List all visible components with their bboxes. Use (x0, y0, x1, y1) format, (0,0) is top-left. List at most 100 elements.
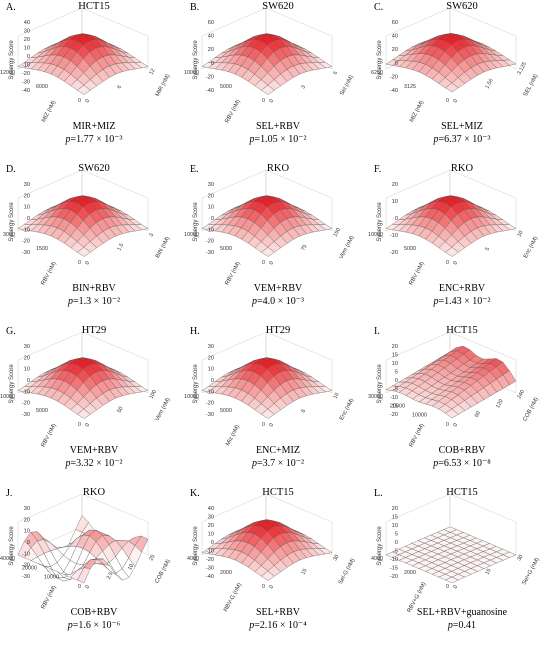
cell-line-title: RKO (450, 163, 474, 174)
panel-k: 40 30 20 10 0 -10 -20 -30 -40 Synergy Score 4000 20… (187, 486, 368, 648)
cell-line-title: HCT15 (446, 325, 478, 336)
combination-label: SEL+RBV (256, 121, 300, 132)
y-axis-label: COB (nM) (154, 559, 172, 585)
panel-letter: H. (190, 326, 200, 337)
z-axis: 40 30 20 10 0 -10 -20 -30 -40 Synergy Score (9, 20, 30, 94)
x-tick-label: 10000 (44, 575, 59, 581)
x-tick-label: 0 (262, 260, 265, 266)
z-axis-label: Synergy Score (9, 364, 15, 404)
y-tick-label: 25 (148, 554, 156, 562)
surface-cell (261, 84, 275, 95)
cell-line-title: HCT15 (446, 487, 478, 498)
z-tick-label: 10 (392, 199, 398, 205)
panel-b: 60 40 20 0 -20 -40 Synergy Score 10000 5000 0 RBV … (184, 0, 368, 162)
z-axis-label: Synergy Score (377, 40, 383, 80)
p-value: p=1.43 × 10⁻² (433, 296, 491, 307)
z-tick-label: 10 (208, 205, 214, 211)
z-tick-label: -10 (22, 227, 30, 233)
cell-line-title: HT29 (81, 325, 107, 336)
cell-line-title: SW620 (446, 1, 478, 12)
y-tick-label: 30 (516, 554, 524, 562)
surface-mesh (17, 515, 149, 584)
z-tick-label: 15 (392, 515, 398, 521)
z-tick-label: -30 (22, 412, 30, 418)
surface-mesh (201, 33, 333, 95)
surface-cell (77, 567, 91, 584)
surface-mesh (17, 33, 149, 95)
panel-e: 30 20 10 0 -10 -20 -30 Synergy Score 10000 5000 0 R… (184, 162, 368, 324)
z-tick-label: 10 (24, 367, 30, 373)
y-tick-label: 1.5 (116, 243, 125, 252)
z-tick-label: -20 (390, 74, 398, 80)
z-tick-label: -30 (22, 574, 30, 580)
y-tick-label: 0 (452, 260, 459, 265)
z-tick-label: -5 (393, 549, 398, 555)
z-axis: 60 40 20 0 -20 -40 Synergy Score (377, 20, 398, 94)
y-tick-label: 0 (452, 584, 459, 589)
y-tick-label: 3.125 (516, 61, 528, 76)
x-tick-label: 2000 (220, 570, 232, 576)
panel-letter: B. (190, 2, 200, 13)
z-axis-label: Synergy Score (193, 40, 199, 80)
panel-j: 30 20 10 0 -10 -20 -30 Synergy Score 40000 20000 1… (0, 486, 184, 648)
z-tick-label: -20 (390, 574, 398, 580)
y-tick-label: 120 (495, 399, 505, 410)
z-tick-label: 40 (392, 34, 398, 40)
y-tick-label: 3 (300, 84, 307, 89)
y-tick-label: 0 (84, 260, 91, 265)
y-axis-label: Sel-G (nM) (338, 558, 357, 586)
y-tick-label: 6 (116, 84, 123, 89)
p-value: p=1.3 × 10⁻² (67, 296, 121, 307)
z-tick-label: 40 (208, 34, 214, 40)
z-tick-label: 30 (24, 506, 30, 512)
x-tick-label: 0 (446, 98, 449, 104)
z-tick-label: 10 (24, 46, 30, 52)
x-tick-label: 5000 (36, 408, 48, 414)
y-tick-label: 0 (268, 260, 275, 265)
y-tick-label: 0 (452, 422, 459, 427)
z-tick-label: 30 (24, 344, 30, 350)
x-tick-label: 10000 (184, 394, 199, 400)
surface-cell (261, 246, 275, 257)
y-tick-label: 6 (332, 70, 339, 75)
combination-label: SEL+RBV+guanosine (416, 607, 508, 618)
combination-label: VEM+RBV (69, 445, 119, 456)
panel-a: 40 30 20 10 0 -10 -20 -30 -40 Synergy Score 12000 6… (0, 0, 184, 162)
z-tick-label: 0 (395, 378, 398, 384)
panel-f: 20 10 0 -10 -20 Synergy Score 10000 5000 0 RBV (n… (368, 162, 550, 324)
z-tick-label: 20 (24, 37, 30, 43)
x-tick-label: 6000 (36, 84, 48, 90)
surface-cell (77, 84, 91, 95)
panel-letter: C. (374, 2, 384, 13)
z-tick-label: 20 (392, 182, 398, 188)
z-tick-label: 0 (27, 540, 30, 546)
z-tick-label: -15 (390, 404, 398, 410)
z-tick-label: -10 (206, 549, 214, 555)
combination-label: ENC+MIZ (256, 445, 300, 456)
panel-letter: I. (374, 326, 380, 337)
z-tick-label: 30 (24, 182, 30, 188)
panel-letter: F. (374, 164, 382, 175)
surface-mesh (17, 357, 149, 419)
x-tick-label: 0 (446, 260, 449, 266)
y-tick-label: 5 (484, 246, 491, 251)
x-tick-label: 0 (78, 422, 81, 428)
panel-letter: K. (190, 488, 200, 499)
z-tick-label: -15 (390, 566, 398, 572)
z-tick-label: 0 (211, 216, 214, 222)
z-tick-label: 10 (392, 523, 398, 529)
z-axis: 40 30 20 10 0 -10 -20 -30 -40 Synergy Score (193, 506, 214, 580)
y-axis-label: Vem (nM) (339, 235, 356, 260)
z-axis-label: Synergy Score (193, 364, 199, 404)
surface-mesh (385, 195, 517, 257)
z-tick-label: 20 (24, 517, 30, 523)
z-axis: 20 15 10 5 0 -5 -10 -15 -20 Synergy Score (377, 344, 398, 418)
y-axis-label: COB (nM) (522, 397, 540, 423)
z-tick-label: -10 (22, 551, 30, 557)
